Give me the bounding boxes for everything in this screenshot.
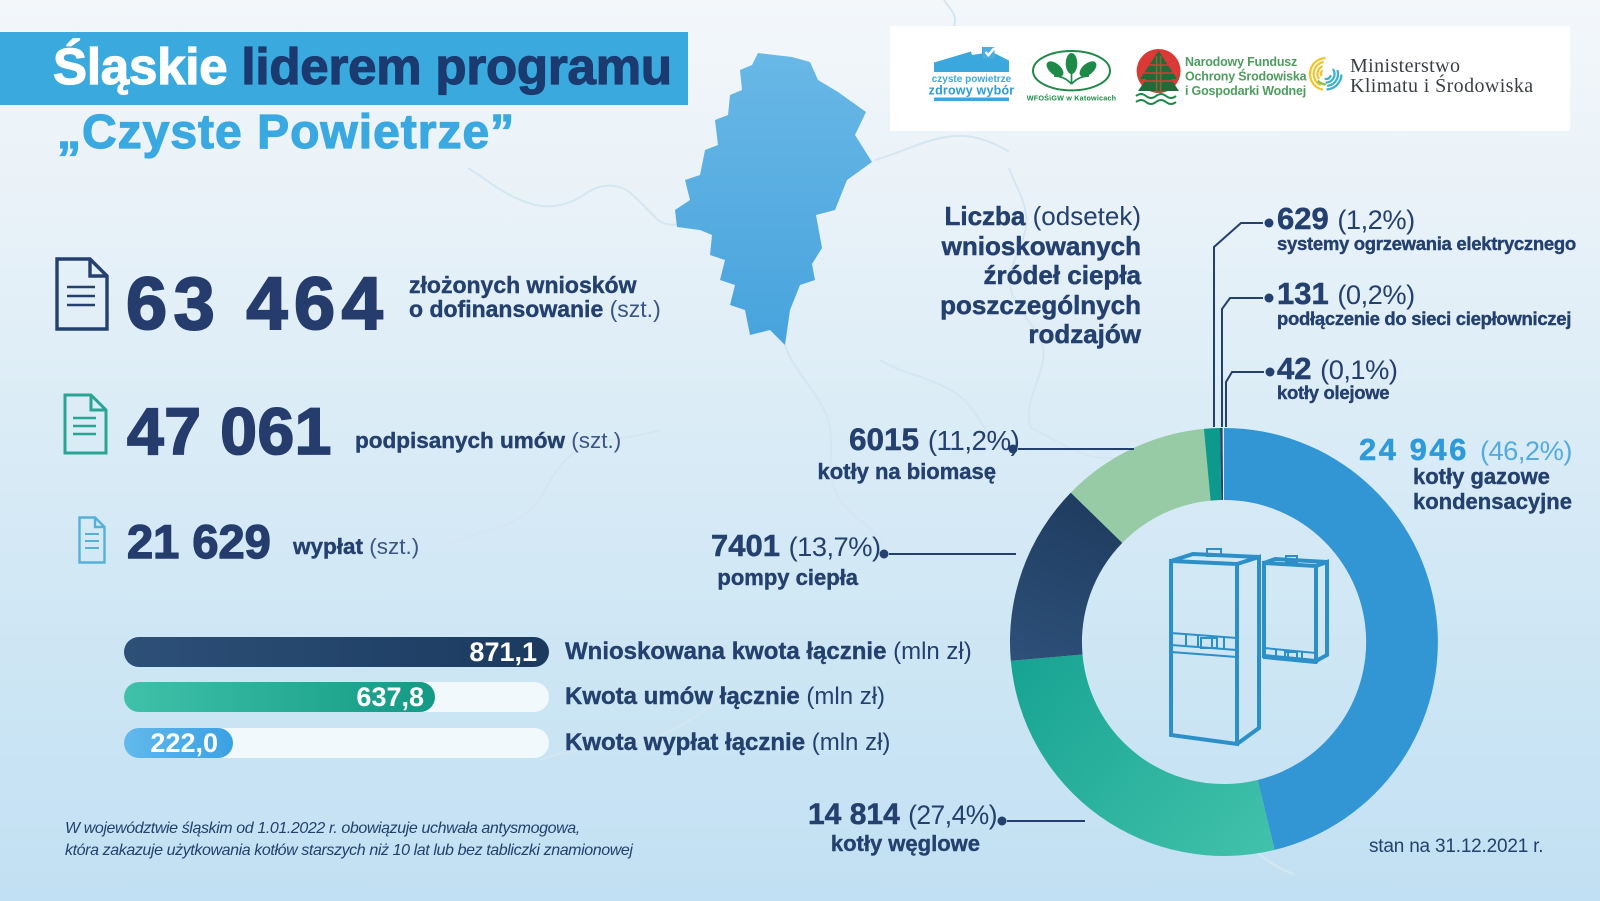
svg-text:WFOŚiGW w Katowicach: WFOŚiGW w Katowicach [1027,94,1116,103]
svg-text:zdrowy wybór: zdrowy wybór [929,84,1015,98]
svg-text:Klimatu i Środowiska: Klimatu i Środowiska [1350,73,1534,97]
svg-text:czyste powietrze: czyste powietrze [932,74,1012,85]
svg-text:i Gospodarki Wodnej: i Gospodarki Wodnej [1185,84,1306,98]
svg-text:Narodowy Fundusz: Narodowy Fundusz [1185,55,1297,69]
svg-text:Ministerstwo: Ministerstwo [1350,55,1460,77]
svg-text:Ochrony Środowiska: Ochrony Środowiska [1185,69,1308,84]
